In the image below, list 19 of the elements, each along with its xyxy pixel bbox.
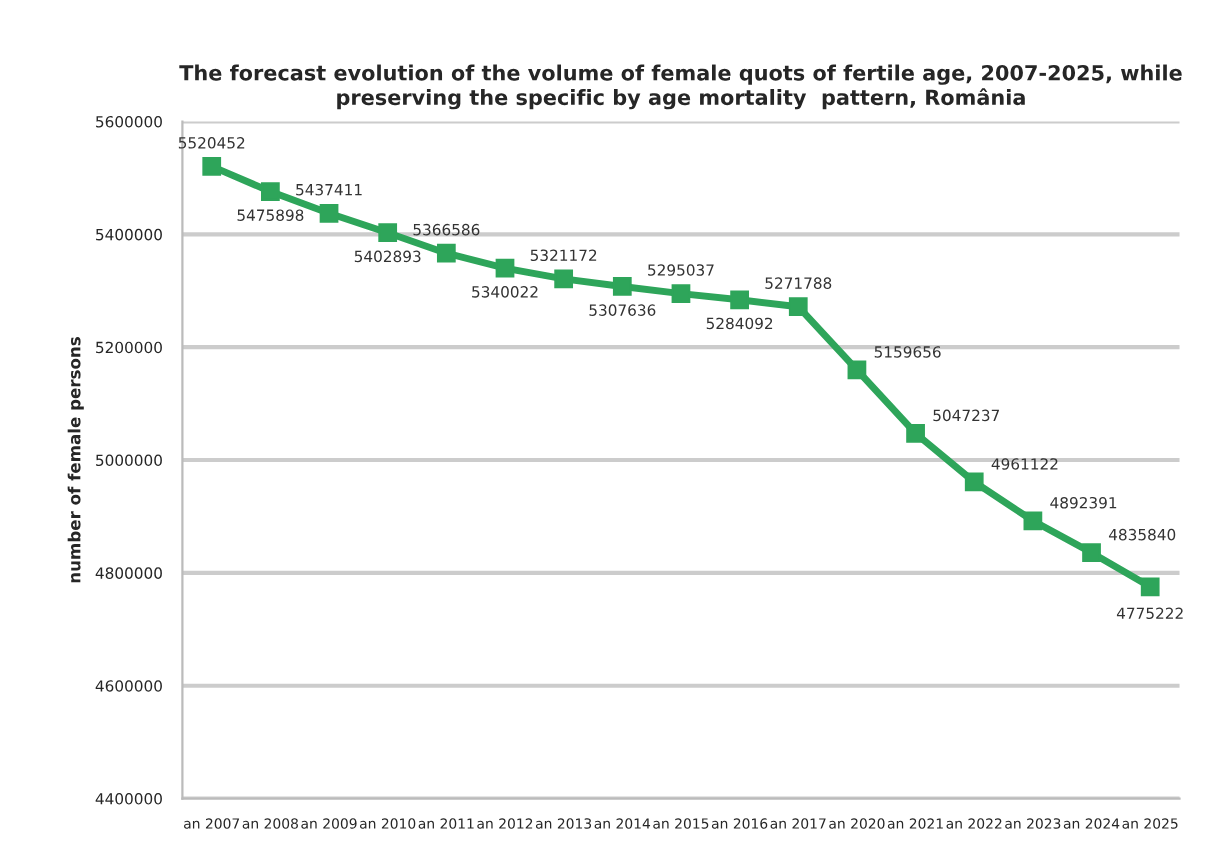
point [261,182,280,201]
point [202,157,222,176]
point [730,290,749,310]
point [906,424,925,443]
chart-title: The forecast evolution of the volume of female quots of fertile age, 2007-2025, while preserving the specific by age mortality pattern, România [179,64,1182,110]
point [1140,577,1160,597]
point [964,472,984,492]
point [1082,543,1101,563]
point [378,223,398,243]
y-axis-title: number of female persons [67,337,84,583]
point [319,203,339,223]
point [554,269,574,289]
point [612,277,632,296]
point [436,243,456,263]
point [1023,511,1043,531]
point [847,360,867,380]
point [671,284,691,303]
point [495,258,515,278]
point [788,297,808,317]
